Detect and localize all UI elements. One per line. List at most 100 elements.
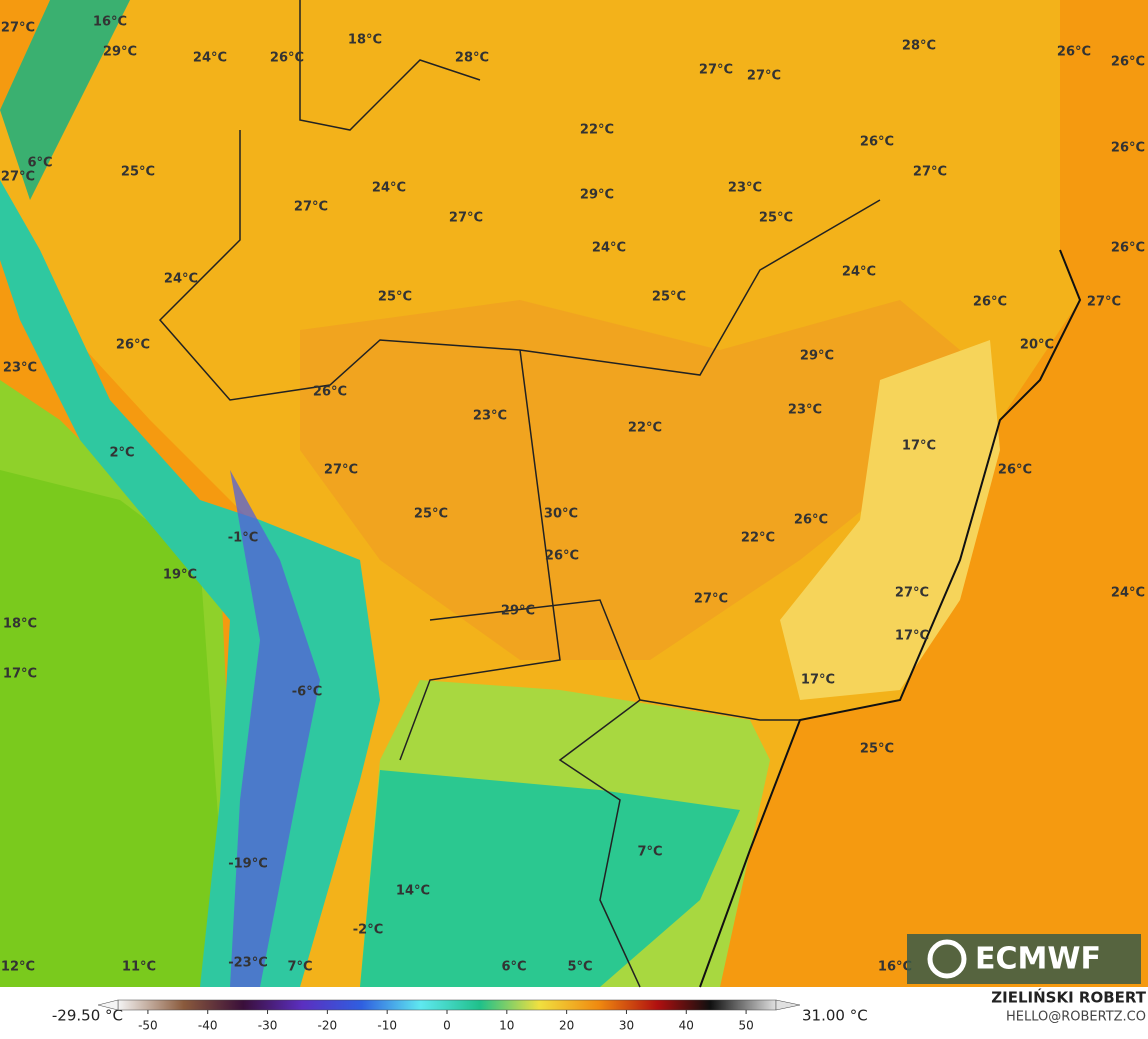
colorbar-tick-label: 40 (679, 1019, 694, 1033)
temperature-label: 17°C (801, 673, 835, 688)
temperature-label: 26°C (545, 549, 579, 564)
temperature-label: 26°C (1111, 55, 1145, 70)
temperature-label: 22°C (580, 123, 614, 138)
colorbar-min: -29.50 °C (52, 1007, 123, 1025)
temperature-label: 24°C (193, 51, 227, 66)
temperature-label: 27°C (449, 211, 483, 226)
temperature-label: 23°C (473, 409, 507, 424)
temperature-label: 26°C (270, 51, 304, 66)
temperature-label: 20°C (1020, 338, 1054, 353)
temperature-label: 17°C (902, 439, 936, 454)
temperature-label: 30°C (544, 507, 578, 522)
pacific-south (0, 470, 230, 987)
colorbar-body (117, 999, 777, 1011)
temperature-label: 23°C (3, 361, 37, 376)
temperature-label: 24°C (1111, 586, 1145, 601)
temperature-label: -19°C (228, 857, 268, 872)
colorbar-tick-label: -50 (138, 1019, 158, 1033)
credit-contact: HELLO@ROBERTZ.CO (1006, 1010, 1146, 1025)
temperature-label: 27°C (294, 200, 328, 215)
temperature-label: 27°C (699, 63, 733, 78)
colorbar-max: 31.00 °C (802, 1007, 868, 1025)
temperature-label: -1°C (228, 531, 258, 546)
colorbar-tick-label: 30 (619, 1019, 634, 1033)
temperature-label: 11°C (122, 960, 156, 975)
temperature-label: 6°C (501, 960, 526, 975)
east-highlands (780, 340, 1000, 700)
colorbar-tick-label: 50 (738, 1019, 753, 1033)
temperature-label: 27°C (1, 21, 35, 36)
colorbar-tick-label: -20 (318, 1019, 338, 1033)
colorbar-tick-label: 10 (499, 1019, 514, 1033)
temperature-label: 26°C (794, 513, 828, 528)
temperature-label: 26°C (973, 295, 1007, 310)
temperature-label: 7°C (637, 845, 662, 860)
temperature-label: 12°C (1, 960, 35, 975)
colorbar-tick-label: -30 (258, 1019, 278, 1033)
borders (158, 0, 881, 988)
temperature-label: 23°C (788, 403, 822, 418)
temperature-label: 25°C (414, 507, 448, 522)
temperature-label: 27°C (324, 463, 358, 478)
map: 27°C 16°C 29°C 24°C 26°C 18°C 28°C 27°C 27°C 28°C… (0, 0, 1148, 988)
temperature-label: 27°C (895, 586, 929, 601)
temperature-label: 28°C (902, 39, 936, 54)
temperature-label: -6°C (292, 685, 322, 700)
temperature-label: 26°C (998, 463, 1032, 478)
temperature-label: -23°C (228, 956, 268, 971)
temperature-label: 18°C (348, 33, 382, 48)
colorbar-tick-label: -10 (377, 1019, 397, 1033)
temperature-label: 2°C (109, 446, 134, 461)
temperature-label: 22°C (741, 531, 775, 546)
temperature-label: 25°C (652, 290, 686, 305)
colorbar-tick-label: 0 (443, 1019, 451, 1033)
colorbar: -50 -40 -30 -20 -10 0 10 20 30 40 50 (97, 999, 801, 1033)
logo: ECMWF (907, 934, 1141, 984)
temperature-label: 26°C (1111, 141, 1145, 156)
temperature-labels: 27°C 16°C 29°C 24°C 26°C 18°C 28°C 27°C 27°C 28°C… (1, 15, 1145, 975)
temperature-label: 6°C (27, 156, 52, 171)
temperature-label: 7°C (287, 960, 312, 975)
temperature-label: 22°C (628, 421, 662, 436)
temperature-label: 5°C (567, 960, 592, 975)
warm-interior (300, 300, 960, 660)
temperature-label: 25°C (860, 742, 894, 757)
temperature-label: 27°C (1087, 295, 1121, 310)
temperature-label: 29°C (580, 188, 614, 203)
colorbar-tick-label: -40 (198, 1019, 218, 1033)
temperature-label: 24°C (592, 241, 626, 256)
andes-north (0, 0, 130, 200)
temperature-label: 19°C (163, 568, 197, 583)
colorbar-end (775, 999, 801, 1011)
temperature-label: 23°C (728, 181, 762, 196)
pampas (360, 770, 740, 987)
temperature-label: 26°C (1057, 45, 1091, 60)
colorbar-end (97, 999, 119, 1011)
temperature-label: 29°C (800, 349, 834, 364)
temperature-label: 26°C (860, 135, 894, 150)
temperature-label: 17°C (3, 667, 37, 682)
temperature-label: 24°C (372, 181, 406, 196)
temperature-label: 16°C (878, 960, 912, 975)
temperature-label: 28°C (455, 51, 489, 66)
temperature-label: 16°C (93, 15, 127, 30)
temperature-label: 27°C (694, 592, 728, 607)
temperature-label: 24°C (842, 265, 876, 280)
coastline (699, 249, 1082, 988)
temperature-label: 29°C (103, 45, 137, 60)
andes-high (230, 470, 320, 987)
colorbar-tick-label: 20 (559, 1019, 574, 1033)
temperature-label: 17°C (895, 629, 929, 644)
temperature-label: 26°C (116, 338, 150, 353)
temperature-label: 29°C (501, 604, 535, 619)
temperature-label: -2°C (353, 923, 383, 938)
temperature-label: 25°C (759, 211, 793, 226)
temperature-label: 27°C (1, 170, 35, 185)
temperature-label: 27°C (747, 69, 781, 84)
temperature-label: 27°C (913, 165, 947, 180)
credit-name: ZIELIŃSKI ROBERT (991, 988, 1146, 1007)
temperature-label: 18°C (3, 617, 37, 632)
temperature-label: 14°C (396, 884, 430, 899)
